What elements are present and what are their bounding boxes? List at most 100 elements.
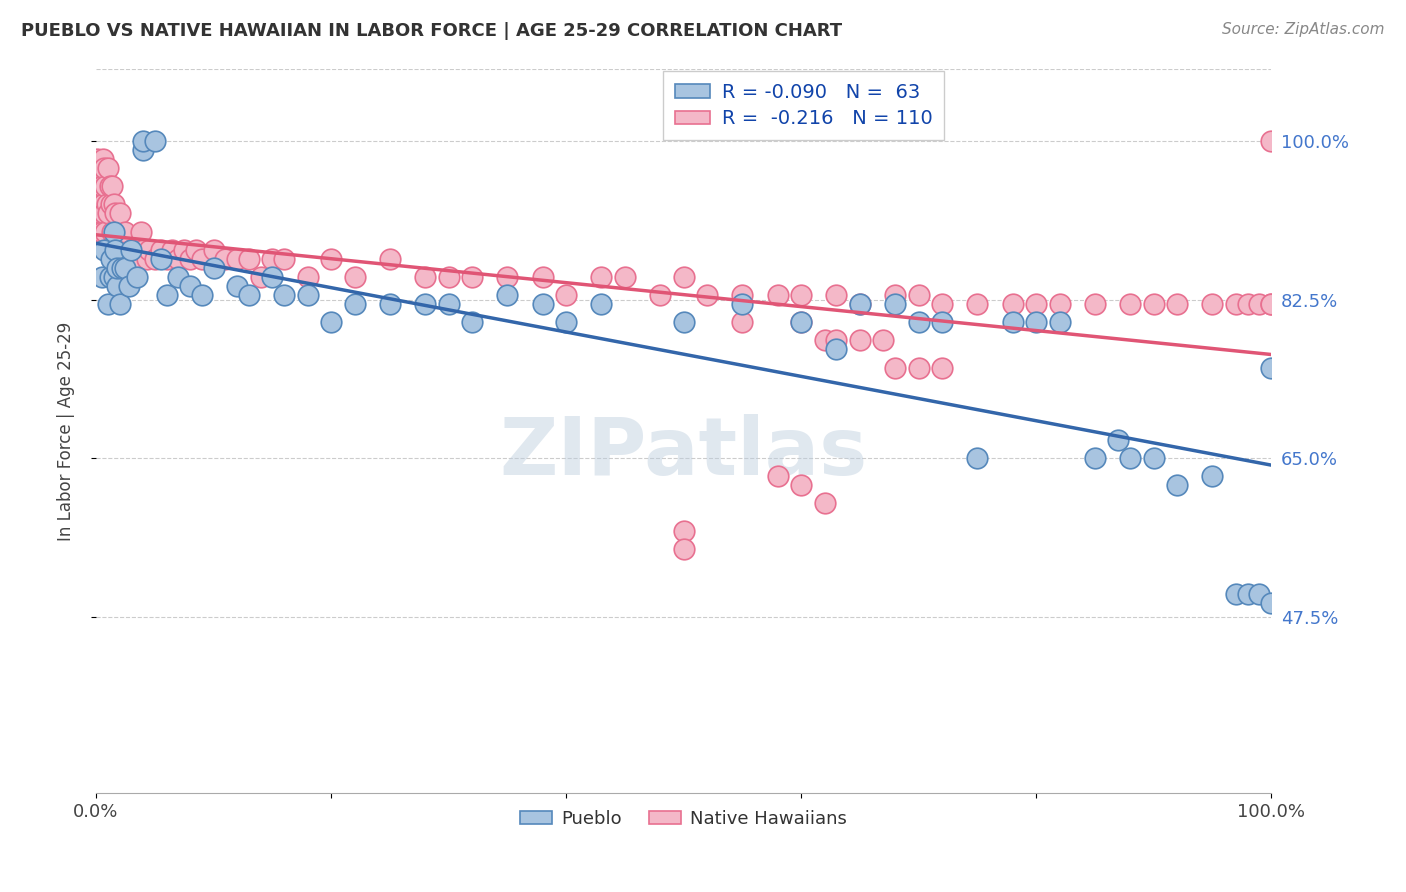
Point (108, 297, 131, 311)
Point (100, 197, 122, 211)
Point (179, 279, 201, 293)
Point (101, 225, 124, 239)
Legend: Pueblo, Native Hawaiians: Pueblo, Native Hawaiians (513, 803, 855, 835)
Point (931, 315, 953, 329)
Point (461, 315, 484, 329)
Point (1084, 451, 1107, 466)
Point (1260, 360, 1282, 375)
Point (1201, 297, 1223, 311)
Point (1025, 297, 1047, 311)
Point (89, 225, 111, 239)
Point (226, 279, 249, 293)
Point (262, 252, 284, 266)
Point (884, 288, 907, 302)
Point (179, 252, 201, 266)
Point (1260, 297, 1282, 311)
Point (103, 269, 125, 284)
Point (97, 206, 120, 220)
Point (648, 288, 671, 302)
Point (1119, 297, 1142, 311)
Point (238, 252, 260, 266)
Point (91, 197, 114, 211)
Point (104, 243, 127, 257)
Point (966, 297, 988, 311)
Point (87, 206, 110, 220)
Point (202, 243, 225, 257)
Point (103, 243, 125, 257)
Point (138, 243, 160, 257)
Point (297, 288, 319, 302)
Point (931, 297, 953, 311)
Point (202, 260, 225, 275)
Point (1236, 297, 1258, 311)
Point (114, 260, 136, 275)
Point (696, 288, 718, 302)
Point (1225, 297, 1247, 311)
Point (162, 243, 184, 257)
Point (790, 315, 813, 329)
Point (1001, 297, 1024, 311)
Point (966, 451, 988, 466)
Point (378, 252, 401, 266)
Point (496, 269, 519, 284)
Point (90, 225, 112, 239)
Point (96, 197, 118, 211)
Point (105, 260, 128, 275)
Point (613, 269, 636, 284)
Point (93, 161, 115, 176)
Point (1201, 469, 1223, 483)
Point (813, 496, 835, 510)
Point (1119, 451, 1142, 466)
Point (129, 225, 152, 239)
Point (103, 225, 125, 239)
Point (105, 225, 128, 239)
Point (849, 334, 872, 348)
Point (97, 161, 120, 176)
Point (1142, 297, 1164, 311)
Point (111, 260, 134, 275)
Point (122, 243, 145, 257)
Point (790, 315, 813, 329)
Point (343, 269, 366, 284)
Point (931, 360, 953, 375)
Point (93, 206, 115, 220)
Point (127, 252, 149, 266)
Point (555, 315, 578, 329)
Point (91, 152, 114, 166)
Point (1001, 315, 1024, 329)
Point (191, 252, 214, 266)
Point (1142, 451, 1164, 466)
Point (114, 225, 136, 239)
Point (94, 225, 117, 239)
Point (108, 206, 131, 220)
Point (1049, 315, 1071, 329)
Point (226, 252, 249, 266)
Point (907, 315, 929, 329)
Point (167, 269, 190, 284)
Point (672, 524, 695, 538)
Point (1084, 297, 1107, 311)
Point (90, 179, 112, 194)
Point (1260, 134, 1282, 148)
Point (907, 360, 929, 375)
Point (672, 541, 695, 556)
Point (97, 297, 120, 311)
Point (96, 243, 118, 257)
Point (249, 269, 271, 284)
Point (90, 161, 112, 176)
Point (1166, 297, 1188, 311)
Point (98, 269, 121, 284)
Point (1025, 315, 1047, 329)
Point (1260, 297, 1282, 311)
Point (105, 252, 128, 266)
Point (731, 315, 754, 329)
Point (214, 252, 236, 266)
Point (111, 243, 134, 257)
Point (1107, 433, 1129, 447)
Point (1249, 587, 1271, 601)
Point (120, 243, 142, 257)
Point (118, 252, 141, 266)
Point (1166, 478, 1188, 492)
Point (155, 252, 177, 266)
Point (849, 297, 872, 311)
